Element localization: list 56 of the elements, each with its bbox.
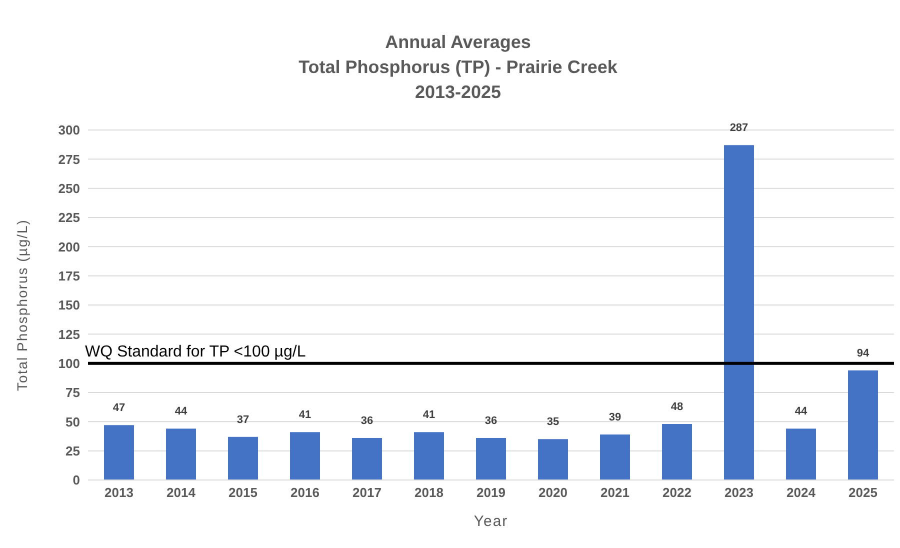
y-tick-label: 175 bbox=[58, 268, 80, 284]
bar bbox=[538, 439, 568, 480]
data-label: 35 bbox=[546, 416, 560, 428]
y-tick-label: 275 bbox=[58, 152, 80, 167]
bar bbox=[662, 424, 692, 480]
y-tick-label: 75 bbox=[66, 385, 80, 400]
data-label: 36 bbox=[484, 415, 498, 427]
data-label: 47 bbox=[112, 402, 126, 414]
x-axis-title: Year bbox=[474, 513, 508, 530]
y-tick-label: 250 bbox=[58, 180, 80, 196]
x-tick-label: 2025 bbox=[848, 485, 878, 500]
x-tick-label: 2013 bbox=[104, 485, 134, 500]
x-tick-label: 2019 bbox=[476, 485, 506, 500]
bar bbox=[352, 438, 382, 480]
bar bbox=[414, 432, 444, 480]
x-tick-label: 2014 bbox=[166, 485, 196, 500]
y-axis-title: Total Phosphorus (µg/L) bbox=[14, 219, 30, 391]
y-tick-label: 200 bbox=[58, 239, 80, 254]
data-label: 44 bbox=[174, 406, 188, 418]
data-label: 36 bbox=[360, 415, 374, 427]
x-tick-label: 2020 bbox=[538, 485, 568, 500]
data-label: 48 bbox=[670, 401, 684, 413]
bar bbox=[724, 145, 754, 480]
x-tick-label: 2023 bbox=[724, 485, 754, 500]
bar bbox=[848, 370, 878, 480]
y-tick-label: 300 bbox=[58, 122, 80, 138]
data-label: 39 bbox=[608, 412, 622, 424]
ref-line-label: WQ Standard for TP <100 µg/L bbox=[85, 343, 306, 360]
data-label: 41 bbox=[422, 409, 436, 422]
data-label: 41 bbox=[298, 409, 312, 422]
x-tick-label: 2024 bbox=[786, 485, 816, 500]
data-label: 287 bbox=[730, 122, 748, 134]
x-tick-label: 2022 bbox=[662, 485, 692, 500]
bar bbox=[786, 428, 816, 480]
x-tick-label: 2021 bbox=[600, 485, 630, 500]
x-tick-label: 2017 bbox=[352, 485, 382, 500]
y-tick-label: 0 bbox=[72, 472, 80, 488]
y-tick-label: 25 bbox=[66, 443, 80, 458]
bar bbox=[166, 428, 196, 480]
data-label: 94 bbox=[856, 347, 870, 360]
bar bbox=[600, 434, 630, 480]
x-tick-label: 2018 bbox=[414, 485, 444, 500]
data-label: 44 bbox=[794, 406, 808, 418]
bar bbox=[290, 432, 320, 480]
bar bbox=[104, 425, 134, 480]
bar bbox=[228, 436, 258, 480]
y-tick-label: 150 bbox=[58, 298, 80, 313]
y-tick-label: 225 bbox=[58, 210, 80, 226]
chart-title: Annual Averages Total Phosphorus (TP) - Prairie Creek 2013-2025 bbox=[298, 31, 618, 104]
data-label: 37 bbox=[236, 414, 250, 426]
bar bbox=[476, 438, 506, 480]
x-tick-label: 2015 bbox=[228, 485, 258, 500]
y-tick-label: 125 bbox=[58, 326, 80, 342]
y-tick-label: 100 bbox=[58, 356, 80, 371]
y-tick-label: 50 bbox=[66, 414, 80, 430]
x-tick-label: 2016 bbox=[290, 485, 320, 500]
